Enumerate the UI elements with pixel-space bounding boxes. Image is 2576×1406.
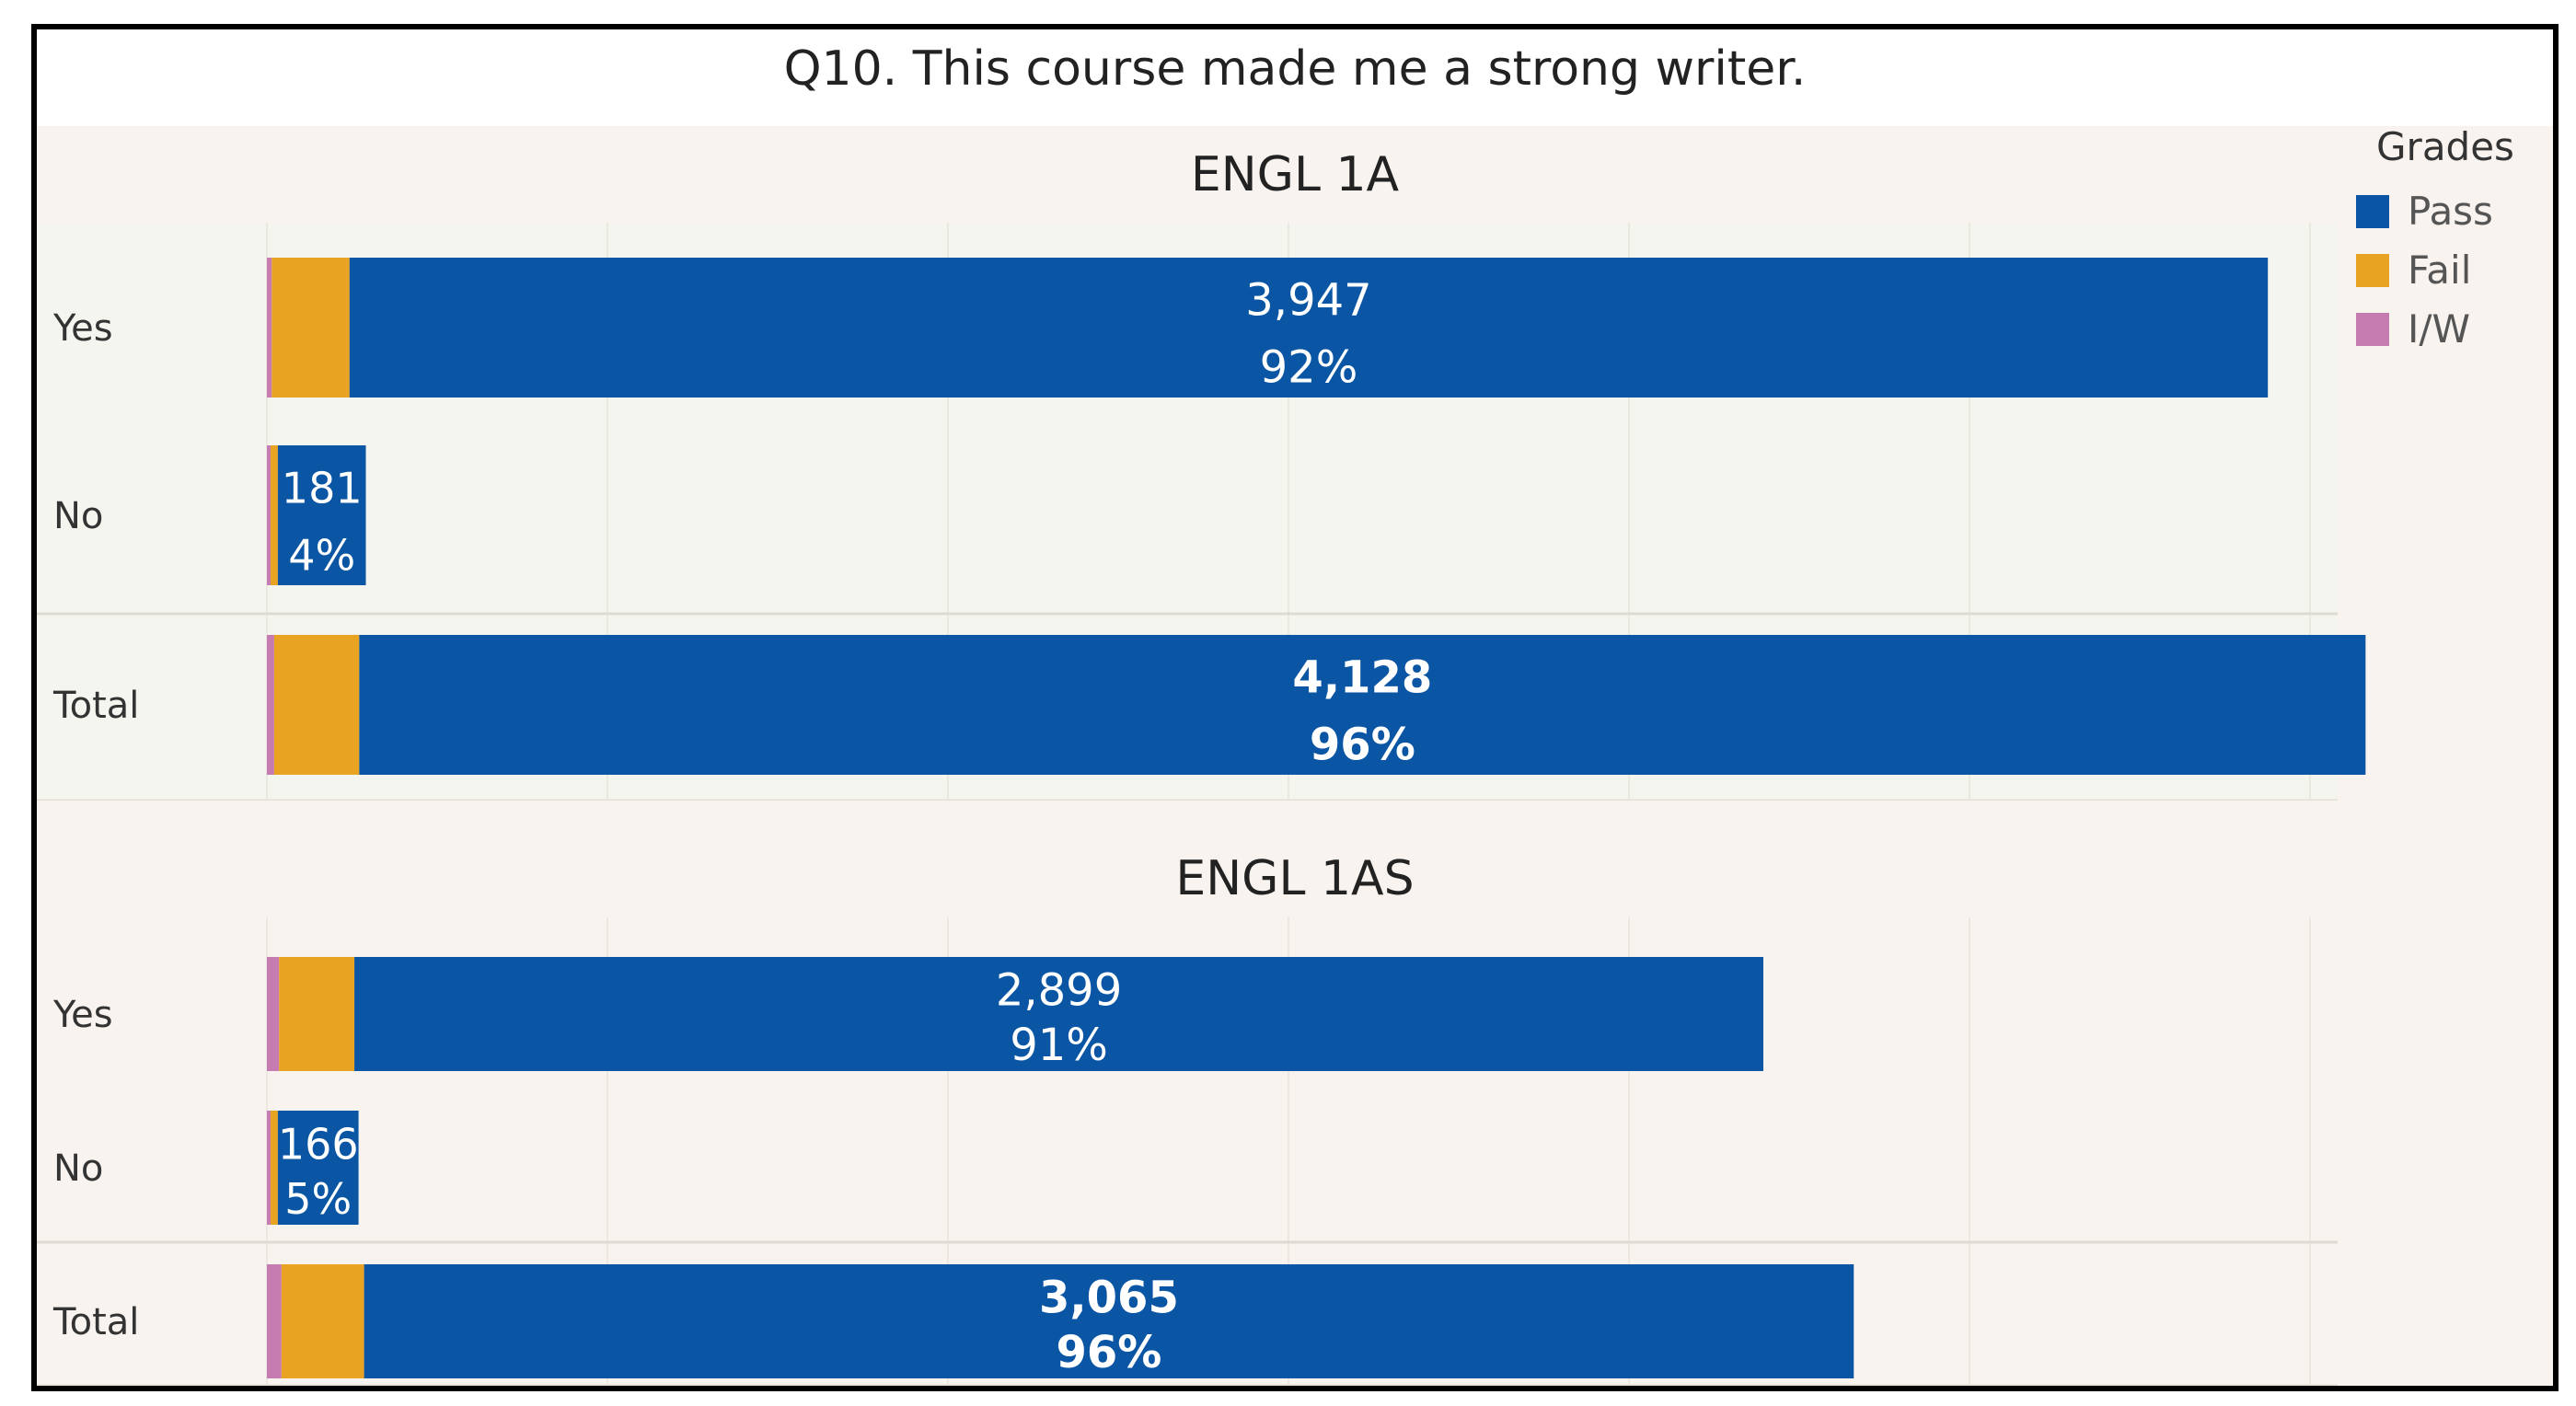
data-label-count: 3,065: [1039, 1273, 1179, 1324]
chart-frame: Q10. This course made me a strong writer…: [31, 24, 2559, 1391]
bar-row-no: No 181 4%: [53, 445, 366, 585]
stacked-bar-chart: Q10. This course made me a strong writer…: [37, 29, 2553, 1386]
bar-segment-fail: [271, 258, 350, 398]
legend: Grades Pass Fail I/W: [2356, 124, 2514, 352]
bar-segment-fail: [271, 1111, 278, 1225]
panel-header-band: [37, 126, 2338, 223]
row-label: Yes: [52, 994, 113, 1036]
data-label-percent: 96%: [1310, 720, 1415, 771]
row-label: Yes: [52, 307, 113, 350]
data-label-percent: 91%: [1010, 1020, 1108, 1071]
bar-segment-iw: [267, 957, 280, 1071]
legend-swatch: [2356, 254, 2389, 287]
data-label-count: 181: [282, 464, 363, 513]
bar-segment-pass: [277, 1111, 359, 1225]
legend-swatch: [2356, 195, 2389, 228]
legend-item-iw[interactable]: I/W: [2356, 306, 2470, 352]
bar-segment-iw: [267, 1264, 282, 1378]
bar-segment-fail: [273, 635, 360, 775]
chart-title: Q10. This course made me a strong writer…: [784, 41, 1807, 97]
bar-segment-pass: [349, 258, 2269, 398]
legend-label: Pass: [2408, 189, 2493, 234]
title-background: [37, 29, 2553, 126]
row-label: No: [53, 1147, 103, 1190]
legend-title: Grades: [2376, 124, 2514, 169]
panel-title: ENGL 1A: [1191, 147, 1400, 202]
bar-segment-iw: [267, 635, 274, 775]
bar-segment-pass: [277, 445, 366, 585]
legend-item-fail[interactable]: Fail: [2356, 248, 2471, 293]
bar-segment-fail: [271, 445, 278, 585]
bar-segment-iw: [267, 1111, 271, 1225]
data-label-count: 166: [278, 1120, 359, 1170]
legend-label: Fail: [2408, 248, 2471, 293]
row-label: Total: [52, 1301, 139, 1343]
bar-row-total: Total 4,128 96%: [52, 635, 2366, 775]
panel-title: ENGL 1AS: [1175, 851, 1414, 906]
bar-row-yes: Yes 3,947 92%: [52, 258, 2269, 398]
panel-header-band: [37, 801, 2338, 917]
data-label-percent: 96%: [1056, 1327, 1161, 1378]
data-label-count: 2,899: [996, 965, 1122, 1017]
legend-label: I/W: [2408, 306, 2470, 352]
data-label-percent: 92%: [1260, 342, 1358, 394]
data-label-count: 3,947: [1245, 275, 1371, 327]
row-label: Total: [52, 685, 139, 727]
bar-segment-pass: [364, 1264, 1854, 1378]
data-label-percent: 4%: [288, 531, 355, 581]
bar-segment-fail: [279, 957, 355, 1071]
legend-swatch: [2356, 313, 2389, 346]
bar-segment-iw: [267, 445, 271, 585]
bar-segment-pass: [354, 957, 1764, 1071]
row-label: No: [53, 495, 103, 537]
bar-segment-fail: [281, 1264, 364, 1378]
legend-item-pass[interactable]: Pass: [2356, 189, 2493, 234]
panel-1: ENGL 1A Yes 3,947 92% No 181 4% Total 4,128 96%: [37, 126, 2366, 802]
bar-segment-iw: [267, 258, 272, 398]
data-label-count: 4,128: [1292, 652, 1432, 704]
bar-segment-pass: [359, 635, 2366, 775]
data-label-percent: 5%: [284, 1174, 352, 1224]
